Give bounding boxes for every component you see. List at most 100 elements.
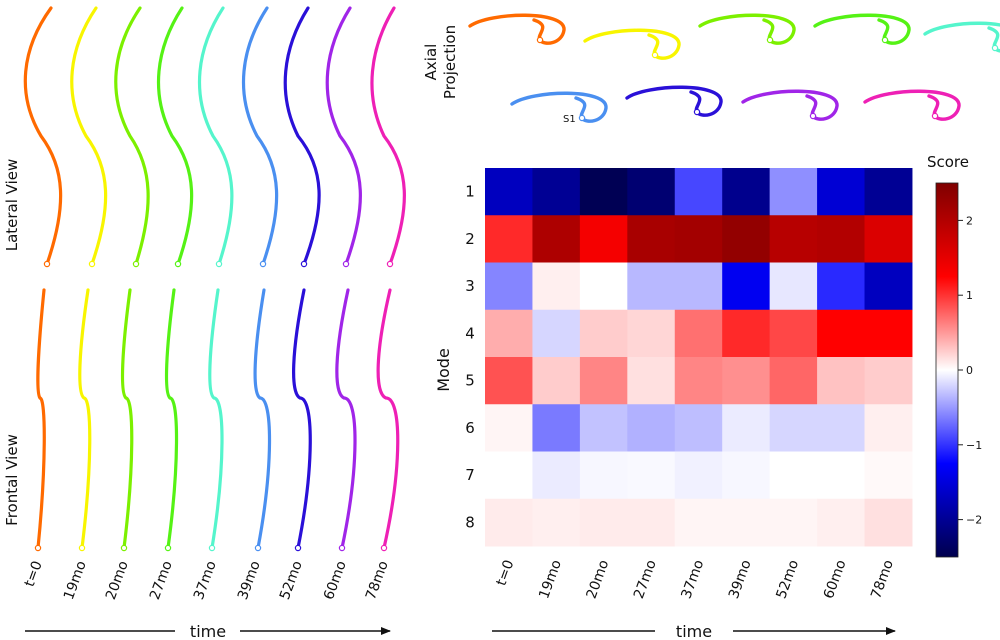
heatmap-cell — [722, 168, 771, 216]
heatmap-cell — [769, 309, 818, 358]
heatmap-cell — [627, 498, 676, 547]
colorbar-tick-label: 2 — [966, 214, 973, 227]
heatmap-cell — [485, 451, 533, 500]
heatmap-cell — [674, 168, 723, 216]
heatmap-cell — [627, 309, 676, 358]
heatmap-cell — [864, 168, 913, 216]
frontal-s1-marker-6 — [254, 544, 262, 552]
heatmap-cell — [674, 451, 723, 500]
heatmap-col-label: 27mo — [631, 558, 660, 601]
heatmap-col-label: t=0 — [493, 558, 517, 588]
heatmap-cell — [485, 357, 533, 405]
frontal-s1-marker-7 — [294, 544, 302, 552]
heatmap-col-label: 37mo — [679, 558, 708, 601]
s1-label: S1 — [563, 114, 576, 125]
lateral-curve-9 — [370, 6, 406, 266]
heatmap-cell — [485, 309, 533, 358]
axial-curve-9 — [863, 89, 961, 121]
heatmap-cell — [532, 168, 581, 216]
heatmap-cell — [532, 498, 581, 547]
heatmap-col-label: 52mo — [773, 558, 802, 601]
lateral-s1-marker-1 — [43, 260, 51, 268]
frontal-s1-marker-5 — [208, 544, 216, 552]
heatmap-cell — [817, 498, 866, 547]
frontal-curve-6 — [253, 288, 272, 550]
axial-curve-2 — [583, 28, 681, 60]
left-time-tick-label: 19mo — [61, 559, 90, 602]
frontal-curve-4 — [164, 288, 179, 550]
heatmap-cell — [722, 404, 771, 452]
frontal-view-curves — [34, 288, 400, 552]
left-time-tick-label: 20mo — [103, 559, 132, 602]
heatmap-cell — [674, 309, 723, 358]
colorbar-tick-label: 1 — [966, 289, 973, 302]
heatmap-cell — [627, 262, 676, 311]
heatmap-cell — [769, 451, 818, 500]
heatmap-cell — [579, 404, 628, 452]
left-time-tick-label: 60mo — [321, 559, 350, 602]
heatmap-row-label: 6 — [465, 419, 475, 437]
heatmap-cell — [627, 357, 676, 405]
lateral-curve-2 — [70, 6, 108, 266]
heatmap-cell — [817, 168, 866, 216]
frontal-curve-2 — [78, 288, 92, 550]
heatmap-cell — [579, 168, 628, 216]
colorbar-tick-label: −2 — [966, 514, 982, 527]
lateral-curve-7 — [283, 6, 321, 266]
axial-curve-6 — [510, 91, 608, 123]
lateral-view-label: Lateral View — [3, 159, 21, 252]
heatmap-cell — [722, 309, 771, 358]
heatmap-row-label: 1 — [465, 183, 475, 201]
heatmap-row-label: 2 — [465, 230, 475, 248]
heatmap-cell — [674, 262, 723, 311]
heatmap-cell — [769, 168, 818, 216]
heatmap-row-label: 4 — [465, 324, 475, 342]
axial-projection-label-line1: Axial — [422, 44, 440, 81]
heatmap-cell — [627, 168, 676, 216]
heatmap-col-labels: t=0 19mo 20mo 27mo 37mo 39mo 52mo 60mo 78mo — [493, 558, 896, 601]
heatmap-cell — [485, 168, 533, 216]
lateral-view-curves — [23, 6, 406, 268]
axial-curve-7 — [625, 85, 723, 117]
left-time-tick-label: 37mo — [191, 559, 220, 602]
left-time-label: time — [190, 622, 226, 640]
right-time-label: time — [676, 622, 712, 640]
axial-s1-marker-8 — [809, 112, 817, 120]
left-time-tick-label: t=0 — [22, 559, 46, 589]
colorbar-tick-label: −1 — [966, 439, 982, 452]
heatmap-cell — [817, 357, 866, 405]
heatmap-cell — [674, 215, 723, 263]
left-time-tick-label: 52mo — [277, 559, 306, 602]
heatmap-row-label: 8 — [465, 513, 475, 531]
axial-s1-marker-5 — [991, 44, 999, 52]
frontal-curve-9 — [376, 288, 400, 550]
heatmap-cell — [864, 451, 913, 500]
frontal-s1-marker-9 — [380, 544, 388, 552]
heatmap-cell — [817, 262, 866, 311]
heatmap-cell — [864, 262, 913, 311]
frontal-curve-7 — [292, 288, 312, 550]
frontal-curve-5 — [208, 288, 224, 550]
heatmap-cell — [532, 262, 581, 311]
frontal-s1-marker-2 — [78, 544, 86, 552]
heatmap-cell — [579, 215, 628, 263]
lateral-s1-marker-3 — [132, 260, 140, 268]
heatmap-cell — [864, 309, 913, 358]
heatmap-cell — [579, 357, 628, 405]
axial-curve-3 — [698, 13, 796, 45]
axial-s1-marker-9 — [931, 112, 939, 120]
axial-s1-marker-2 — [651, 51, 659, 59]
heatmap-cell — [817, 309, 866, 358]
heatmap-cell — [722, 262, 771, 311]
heatmap-col-label: 78mo — [868, 558, 897, 601]
heatmap-cell — [769, 498, 818, 547]
heatmap-cell — [485, 262, 533, 311]
heatmap-cell — [769, 357, 818, 405]
heatmap-cell — [674, 357, 723, 405]
axial-curve-1 — [468, 13, 566, 45]
frontal-curve-8 — [335, 288, 357, 550]
heatmap-row-label: 5 — [465, 372, 475, 390]
heatmap-col-label: 20mo — [584, 558, 613, 601]
heatmap-cell — [627, 404, 676, 452]
lateral-s1-marker-5 — [215, 260, 223, 268]
